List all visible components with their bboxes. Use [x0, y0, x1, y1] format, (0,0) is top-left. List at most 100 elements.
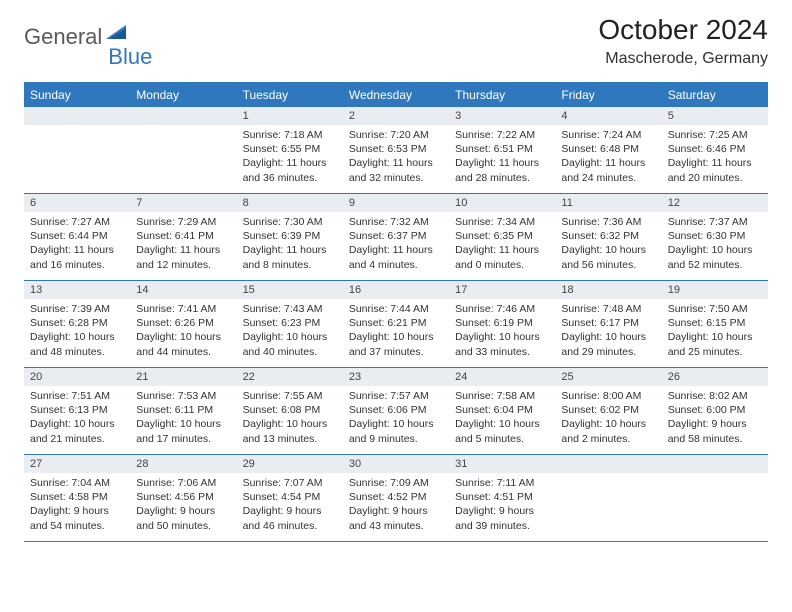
logo: General Blue [24, 14, 152, 60]
cell-body: Sunrise: 7:20 AMSunset: 6:53 PMDaylight:… [343, 125, 449, 191]
calendar-cell: 28Sunrise: 7:06 AMSunset: 4:56 PMDayligh… [130, 455, 236, 541]
cell-line: and 40 minutes. [243, 345, 337, 359]
week-row: 20Sunrise: 7:51 AMSunset: 6:13 PMDayligh… [24, 368, 768, 455]
day-number [555, 455, 661, 473]
calendar-cell: 3Sunrise: 7:22 AMSunset: 6:51 PMDaylight… [449, 107, 555, 193]
cell-body: Sunrise: 7:46 AMSunset: 6:19 PMDaylight:… [449, 299, 555, 365]
title-block: October 2024 Mascherode, Germany [598, 14, 768, 68]
cell-line: Sunrise: 7:55 AM [243, 389, 337, 403]
cell-line: Daylight: 10 hours [455, 417, 549, 431]
cell-line: Daylight: 11 hours [136, 243, 230, 257]
cell-line: Sunrise: 7:18 AM [243, 128, 337, 142]
cell-body: Sunrise: 7:29 AMSunset: 6:41 PMDaylight:… [130, 212, 236, 278]
cell-line: and 32 minutes. [349, 171, 443, 185]
calendar-cell: 9Sunrise: 7:32 AMSunset: 6:37 PMDaylight… [343, 194, 449, 280]
cell-line: and 29 minutes. [561, 345, 655, 359]
cell-line: Daylight: 10 hours [561, 417, 655, 431]
cell-line: and 39 minutes. [455, 519, 549, 533]
cell-line: Daylight: 10 hours [349, 417, 443, 431]
cell-body: Sunrise: 7:48 AMSunset: 6:17 PMDaylight:… [555, 299, 661, 365]
cell-body: Sunrise: 7:24 AMSunset: 6:48 PMDaylight:… [555, 125, 661, 191]
cell-line: Daylight: 10 hours [136, 417, 230, 431]
cell-line: and 44 minutes. [136, 345, 230, 359]
cell-line: and 5 minutes. [455, 432, 549, 446]
cell-line: and 12 minutes. [136, 258, 230, 272]
cell-line: and 25 minutes. [668, 345, 762, 359]
calendar-cell: 23Sunrise: 7:57 AMSunset: 6:06 PMDayligh… [343, 368, 449, 454]
cell-body: Sunrise: 7:27 AMSunset: 6:44 PMDaylight:… [24, 212, 130, 278]
calendar-cell: 11Sunrise: 7:36 AMSunset: 6:32 PMDayligh… [555, 194, 661, 280]
location-label: Mascherode, Germany [598, 50, 768, 68]
header: General Blue October 2024 Mascherode, Ge… [0, 0, 792, 76]
cell-line: Sunset: 6:53 PM [349, 142, 443, 156]
cell-line: and 43 minutes. [349, 519, 443, 533]
day-number: 4 [555, 107, 661, 125]
cell-line: and 8 minutes. [243, 258, 337, 272]
day-number: 19 [662, 281, 768, 299]
cell-line: Sunrise: 7:37 AM [668, 215, 762, 229]
day-number: 20 [24, 368, 130, 386]
cell-line: Sunrise: 8:00 AM [561, 389, 655, 403]
day-number: 8 [237, 194, 343, 212]
cell-line: Sunrise: 7:20 AM [349, 128, 443, 142]
cell-body: Sunrise: 7:43 AMSunset: 6:23 PMDaylight:… [237, 299, 343, 365]
calendar-cell: 4Sunrise: 7:24 AMSunset: 6:48 PMDaylight… [555, 107, 661, 193]
cell-line: Daylight: 11 hours [668, 156, 762, 170]
cell-line: Daylight: 11 hours [455, 243, 549, 257]
cell-line: and 50 minutes. [136, 519, 230, 533]
cell-body: Sunrise: 7:50 AMSunset: 6:15 PMDaylight:… [662, 299, 768, 365]
month-title: October 2024 [598, 14, 768, 46]
cell-line: and 21 minutes. [30, 432, 124, 446]
day-number: 5 [662, 107, 768, 125]
calendar-cell: 5Sunrise: 7:25 AMSunset: 6:46 PMDaylight… [662, 107, 768, 193]
day-header-tuesday: Tuesday [237, 84, 343, 107]
calendar-cell: 26Sunrise: 8:02 AMSunset: 6:00 PMDayligh… [662, 368, 768, 454]
calendar-cell: 12Sunrise: 7:37 AMSunset: 6:30 PMDayligh… [662, 194, 768, 280]
cell-line: Daylight: 11 hours [561, 156, 655, 170]
cell-line: Daylight: 11 hours [349, 243, 443, 257]
day-number: 24 [449, 368, 555, 386]
cell-line: and 2 minutes. [561, 432, 655, 446]
cell-line: and 4 minutes. [349, 258, 443, 272]
cell-line: Sunrise: 7:39 AM [30, 302, 124, 316]
day-number: 15 [237, 281, 343, 299]
cell-body: Sunrise: 7:41 AMSunset: 6:26 PMDaylight:… [130, 299, 236, 365]
cell-line: Sunset: 6:19 PM [455, 316, 549, 330]
cell-line: Sunset: 6:13 PM [30, 403, 124, 417]
day-header-sunday: Sunday [24, 84, 130, 107]
cell-body: Sunrise: 7:09 AMSunset: 4:52 PMDaylight:… [343, 473, 449, 539]
cell-line: Sunset: 6:17 PM [561, 316, 655, 330]
day-header-friday: Friday [555, 84, 661, 107]
cell-line: Sunrise: 7:46 AM [455, 302, 549, 316]
cell-line: Sunset: 6:04 PM [455, 403, 549, 417]
cell-body: Sunrise: 7:11 AMSunset: 4:51 PMDaylight:… [449, 473, 555, 539]
cell-line: Sunrise: 7:32 AM [349, 215, 443, 229]
cell-line: Daylight: 10 hours [561, 243, 655, 257]
cell-line: and 48 minutes. [30, 345, 124, 359]
cell-line: Sunset: 6:46 PM [668, 142, 762, 156]
day-number: 12 [662, 194, 768, 212]
day-number: 17 [449, 281, 555, 299]
calendar-cell [130, 107, 236, 193]
cell-line: and 0 minutes. [455, 258, 549, 272]
cell-line: Daylight: 9 hours [243, 504, 337, 518]
calendar-cell: 2Sunrise: 7:20 AMSunset: 6:53 PMDaylight… [343, 107, 449, 193]
cell-line: Sunrise: 7:48 AM [561, 302, 655, 316]
cell-line: Daylight: 10 hours [561, 330, 655, 344]
cell-line: Sunrise: 7:04 AM [30, 476, 124, 490]
cell-line: and 52 minutes. [668, 258, 762, 272]
cell-line: Daylight: 10 hours [136, 330, 230, 344]
cell-line: Daylight: 10 hours [668, 330, 762, 344]
cell-body: Sunrise: 7:57 AMSunset: 6:06 PMDaylight:… [343, 386, 449, 452]
cell-line: and 46 minutes. [243, 519, 337, 533]
cell-line: and 33 minutes. [455, 345, 549, 359]
cell-line: Sunset: 4:54 PM [243, 490, 337, 504]
calendar-cell: 6Sunrise: 7:27 AMSunset: 6:44 PMDaylight… [24, 194, 130, 280]
logo-text-general: General [24, 24, 102, 50]
cell-line: Sunset: 6:32 PM [561, 229, 655, 243]
cell-line: Sunrise: 7:22 AM [455, 128, 549, 142]
cell-line: Daylight: 9 hours [668, 417, 762, 431]
cell-body: Sunrise: 7:30 AMSunset: 6:39 PMDaylight:… [237, 212, 343, 278]
cell-body [130, 125, 236, 134]
cell-line: Sunset: 6:08 PM [243, 403, 337, 417]
